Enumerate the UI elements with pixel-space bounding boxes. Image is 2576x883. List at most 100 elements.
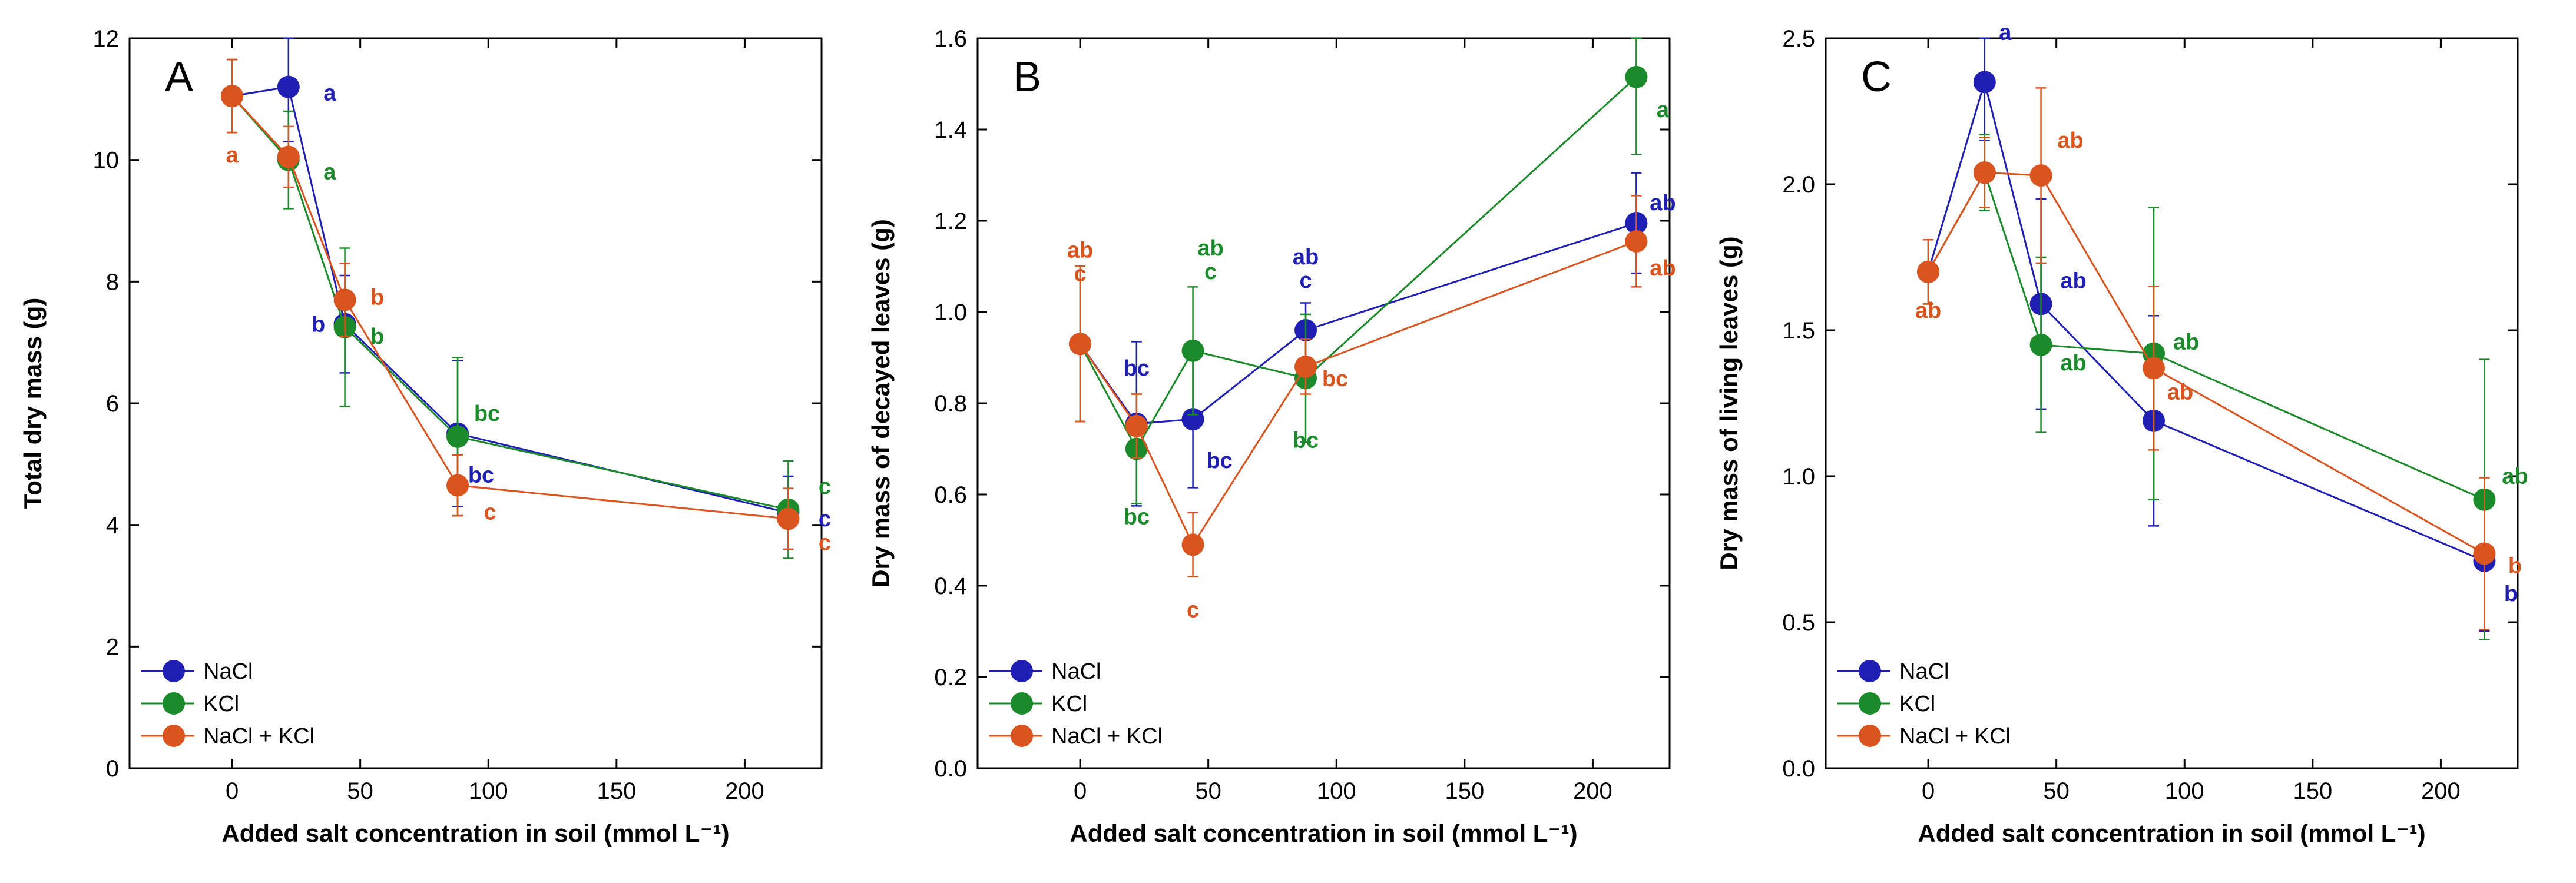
data-point — [1069, 333, 1092, 356]
y-tick-label: 0.5 — [1782, 610, 1815, 636]
x-tick-label: 0 — [1922, 778, 1935, 804]
significance-label: b — [2504, 582, 2518, 606]
legend-marker — [1011, 660, 1033, 682]
significance-label: c — [819, 474, 831, 499]
series-kcl: ab ab ab — [1917, 134, 2528, 641]
significance-label: bc — [474, 401, 500, 426]
legend-label: KCl — [1899, 692, 1935, 716]
y-tick-label: 0.2 — [934, 665, 967, 691]
y-tick-label: 1.6 — [934, 26, 967, 52]
panel-a: 0 50 100 150 200 0 2 4 6 8 10 12 Added salt concentr… — [19, 26, 831, 847]
data-point — [277, 145, 300, 168]
data-point — [2029, 333, 2052, 356]
x-axis-title: Added salt concentration in soil (mmol L… — [221, 819, 729, 847]
x-tick-label: 100 — [1317, 778, 1356, 804]
legend-label: NaCl + KCl — [1051, 724, 1163, 749]
significance-label: c — [1204, 260, 1217, 284]
significance-label: ab — [2060, 351, 2086, 376]
x-tick-label: 100 — [469, 778, 508, 804]
significance-label: c — [1299, 268, 1312, 293]
significance-label: a — [1999, 20, 2012, 45]
significance-label: c — [1187, 597, 1199, 622]
legend: NaCl KCl NaCl + KCl — [989, 659, 1163, 749]
data-point — [1181, 533, 1204, 556]
series-line — [1079, 240, 1637, 547]
x-tick-label: 200 — [725, 778, 764, 804]
series-line — [1079, 76, 1637, 451]
x-tick-label: 0 — [1074, 778, 1087, 804]
panel-letter: C — [1861, 54, 1892, 101]
significance-label: bc — [1124, 505, 1150, 530]
significance-label: bc — [1206, 449, 1232, 473]
panel-c: 0 50 100 150 200 0.0 0.5 1.0 1.5 2.0 2.5 Added salt… — [1715, 20, 2528, 847]
y-tick-label: 2.0 — [1782, 172, 1815, 198]
x-tick-label: 150 — [597, 778, 636, 804]
y-axis-title: Dry mass of living leaves (g) — [1715, 236, 1743, 570]
significance-label: bc — [468, 463, 494, 488]
panel-b: 0 50 100 150 200 0.0 0.2 0.4 0.6 0.8 1.0 1.2 1.4 1.6 A… — [867, 26, 1676, 847]
x-tick-label: 50 — [2043, 778, 2070, 804]
significance-label: c — [819, 530, 831, 555]
panel-letter: B — [1013, 54, 1041, 101]
series-line — [231, 95, 789, 511]
data-point — [277, 75, 300, 98]
series-line — [1927, 170, 2485, 501]
legend: NaCl KCl NaCl + KCl — [141, 659, 314, 749]
significance-label: ab — [2057, 128, 2083, 153]
significance-label: ab — [2502, 464, 2528, 489]
series-nacl-plus-kcl: ab ab ab b — [1915, 87, 2522, 630]
panel-letter: A — [165, 54, 193, 101]
y-axis-title: Dry mass of decayed leaves (g) — [867, 219, 895, 587]
y-tick-label: 10 — [93, 148, 120, 174]
data-point — [1294, 356, 1317, 378]
significance-label: ab — [2060, 268, 2086, 293]
y-tick-label: 0.0 — [1782, 756, 1815, 782]
y-tick-label: 1.0 — [934, 300, 967, 326]
significance-label: ab — [1067, 238, 1093, 263]
legend-marker — [1859, 660, 1881, 682]
x-tick-label: 150 — [1445, 778, 1484, 804]
y-tick-label: 0.8 — [934, 391, 967, 417]
y-tick-label: 12 — [93, 26, 120, 52]
data-point — [1973, 71, 1996, 94]
data-point — [1625, 230, 1648, 253]
significance-label: ab — [2173, 330, 2199, 355]
plot-frame — [976, 37, 1671, 769]
y-tick-label: 0.0 — [934, 756, 967, 782]
y-tick-label: 0.4 — [934, 573, 967, 599]
series-line — [1927, 171, 2485, 555]
y-tick-label: 6 — [106, 391, 119, 417]
significance-label: bc — [1322, 367, 1348, 391]
y-tick-label: 1.2 — [934, 208, 967, 234]
y-tick-label: 1.4 — [934, 117, 967, 143]
legend-marker — [1859, 725, 1881, 747]
data-point — [221, 85, 244, 108]
legend: NaCl KCl NaCl + KCl — [1837, 659, 2011, 749]
significance-label: b — [312, 313, 325, 337]
x-tick-label: 50 — [1195, 778, 1221, 804]
y-tick-label: 4 — [106, 513, 119, 539]
significance-label: ab — [1293, 245, 1319, 270]
x-tick-label: 150 — [2293, 778, 2332, 804]
significance-label: ab — [1650, 191, 1676, 215]
significance-label: ab — [1650, 256, 1676, 281]
legend-label: NaCl + KCl — [1899, 724, 2011, 749]
y-tick-label: 2.5 — [1782, 26, 1815, 52]
data-point — [446, 474, 469, 497]
legend-marker — [163, 692, 185, 715]
legend-label: KCl — [203, 692, 239, 716]
data-point — [2473, 542, 2496, 565]
significance-label: ab — [1915, 298, 1941, 323]
x-tick-label: 0 — [226, 778, 239, 804]
y-tick-label: 8 — [106, 269, 119, 295]
x-axis-title: Added salt concentration in soil (mmol L… — [1070, 819, 1577, 847]
series-nacl-plus-kcl: c c bc ab — [1069, 195, 1676, 622]
data-point — [777, 507, 800, 530]
significance-label: b — [2508, 553, 2522, 578]
legend-label: NaCl — [203, 659, 253, 684]
significance-label: bc — [1124, 356, 1150, 381]
